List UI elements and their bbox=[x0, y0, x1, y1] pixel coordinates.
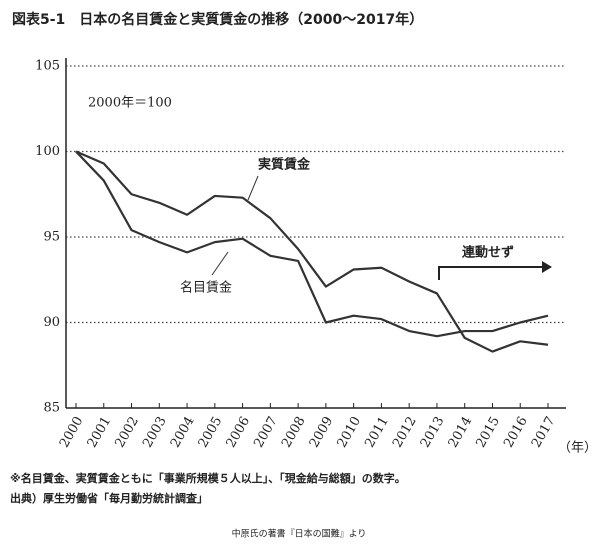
series-line bbox=[75, 150, 549, 353]
leader-line bbox=[211, 251, 229, 276]
series-label: 名目賃金 bbox=[180, 280, 232, 296]
x-unit: （年） bbox=[558, 441, 597, 456]
y-tick-label: 100 bbox=[35, 144, 60, 159]
leader-line bbox=[247, 175, 259, 201]
y-tick-label: 105 bbox=[35, 59, 60, 74]
arrow bbox=[438, 266, 544, 280]
arrow-head bbox=[542, 261, 552, 273]
y-tick-label: 95 bbox=[43, 230, 60, 245]
annotation: 2000年＝100 bbox=[88, 96, 172, 111]
note: 出典）厚生労働省「毎月勤労統計調査」 bbox=[10, 491, 208, 505]
note: ※名目賃金、実質賃金ともに「事業所規模５人以上」、「現金給与総額」の数字。 bbox=[10, 471, 406, 485]
series-label: 実質賃金 bbox=[258, 157, 311, 173]
chart-title: 図表5-1 日本の名目賃金と実質賃金の推移（2000～2017年） bbox=[12, 11, 423, 28]
trend-note: 連動せず bbox=[462, 245, 514, 261]
series-line bbox=[75, 150, 549, 338]
y-tick-label: 90 bbox=[43, 315, 60, 330]
y-tick-label: 85 bbox=[43, 401, 60, 416]
footer: 中原氏の著書『日本の国難』より bbox=[232, 528, 367, 540]
